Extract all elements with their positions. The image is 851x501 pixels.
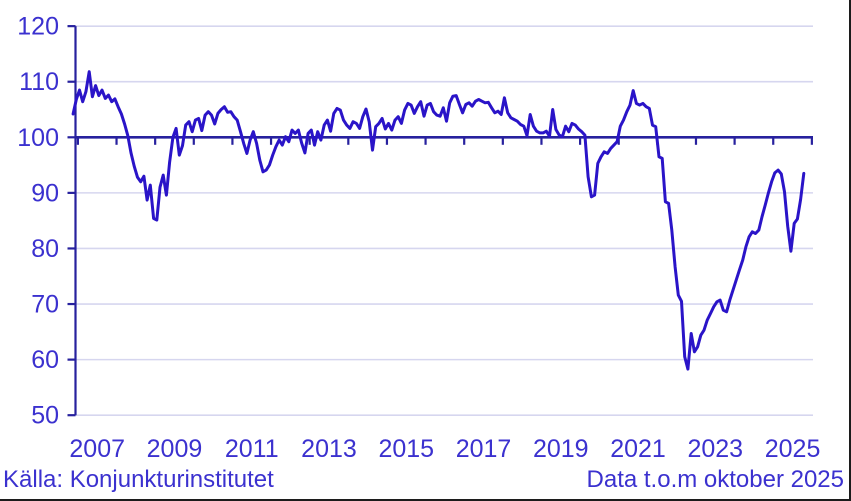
x-axis-tick-label: 2015 xyxy=(378,435,434,463)
y-axis-tick-label: 80 xyxy=(31,235,59,263)
window-right-border xyxy=(848,0,851,501)
y-axis-tick-label: 70 xyxy=(31,291,59,319)
y-axis-tick-label: 110 xyxy=(19,68,59,96)
data-note: Data t.o.m oktober 2025 xyxy=(586,466,844,493)
x-axis-tick-label: 2017 xyxy=(456,435,512,463)
x-axis-tick-label: 2007 xyxy=(69,435,125,463)
x-axis-tick-label: 2011 xyxy=(225,435,279,463)
y-axis-tick-label: 120 xyxy=(17,13,59,41)
y-axis-tick-label: 60 xyxy=(31,346,59,374)
x-axis-tick-label: 2023 xyxy=(687,435,743,463)
data-line xyxy=(71,70,806,371)
window-bottom-border xyxy=(0,498,851,501)
y-axis-tick-label: 50 xyxy=(31,402,59,430)
x-axis-tick-label: 2013 xyxy=(301,435,357,463)
source-caption: Källa: Konjunkturinstitutet xyxy=(3,466,274,493)
x-axis-tick-label: 2021 xyxy=(610,435,666,463)
y-axis-tick-label: 90 xyxy=(31,179,59,207)
x-axis-tick-label: 2025 xyxy=(765,435,821,463)
y-axis-tick-label: 100 xyxy=(17,124,59,152)
x-axis-tick-label: 2009 xyxy=(147,435,203,463)
x-axis-tick-label: 2019 xyxy=(533,435,589,463)
